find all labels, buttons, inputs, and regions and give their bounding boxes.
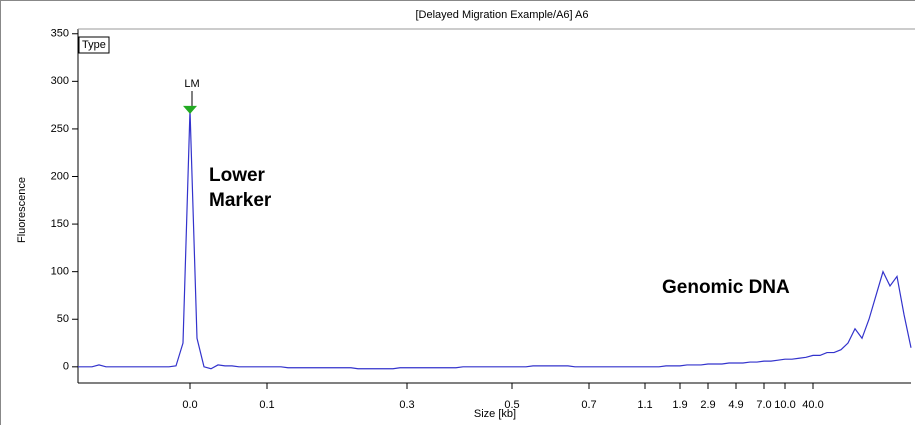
x-tick-label: 4.9 [728, 399, 743, 411]
y-tick-label: 150 [51, 218, 69, 230]
peak-marker [183, 105, 197, 114]
x-tick-label: 7.0 [756, 399, 771, 411]
x-tick-label: 1.9 [672, 399, 687, 411]
annotation: Marker [209, 190, 272, 211]
y-tick-label: 250 [51, 123, 69, 135]
y-tick-label: 50 [57, 313, 69, 325]
x-tick-label: 2.9 [700, 399, 715, 411]
x-axis-label: Size [kb] [474, 408, 516, 420]
x-tick-label: 10.0 [774, 399, 795, 411]
y-tick-label: 100 [51, 266, 69, 278]
y-tick-label: 300 [51, 75, 69, 87]
annotation: Lower [209, 165, 266, 186]
x-tick-label: 40.0 [802, 399, 823, 411]
x-tick-label: 0.0 [182, 399, 197, 411]
y-axis-label: Fluorescence [16, 177, 28, 243]
trace-line [78, 109, 912, 370]
x-tick-label: 0.1 [259, 399, 274, 411]
y-tick-label: 0 [63, 361, 69, 373]
y-tick-label: 350 [51, 28, 69, 40]
legend-title: Type [82, 39, 106, 51]
x-tick-label: 1.1 [637, 399, 652, 411]
legend-box [78, 36, 110, 54]
annotation: Genomic DNA [662, 277, 790, 298]
x-tick-label: 0.5 [504, 399, 519, 411]
x-tick-label: 0.3 [399, 399, 414, 411]
peak-label: LM [184, 78, 199, 90]
chart-title: [Delayed Migration Example/A6] A6 [415, 9, 588, 21]
y-tick-label: 200 [51, 170, 69, 182]
x-tick-label: 0.7 [581, 399, 596, 411]
